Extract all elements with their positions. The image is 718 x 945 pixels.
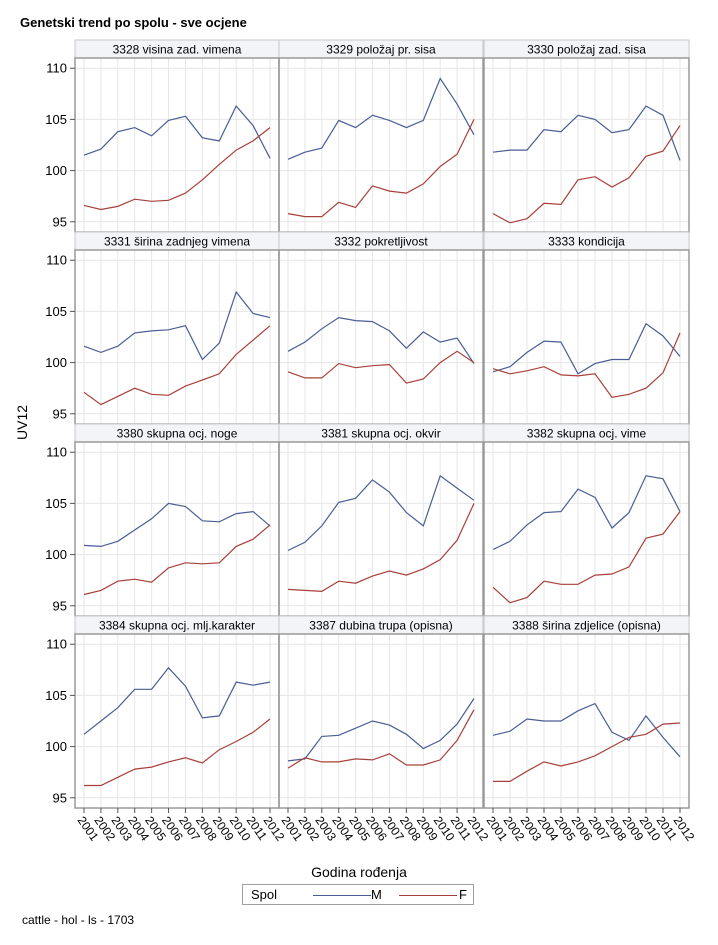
series-line-m bbox=[83, 666, 271, 735]
series-line-f bbox=[492, 511, 681, 604]
panel-frame bbox=[278, 633, 484, 809]
y-tick-label: 95 bbox=[53, 790, 67, 805]
panel-title: 3388 širina zdjelice (opisna) bbox=[512, 619, 661, 633]
series-line-f bbox=[83, 524, 271, 596]
panel-frame bbox=[483, 57, 690, 233]
panel-frame bbox=[74, 441, 280, 617]
y-tick-label: 95 bbox=[53, 214, 67, 229]
panel-title: 3328 visina zad. vimena bbox=[113, 43, 242, 57]
panel-title: 3331 širina zadnjeg vimena bbox=[104, 235, 250, 249]
series-line-f bbox=[492, 125, 681, 224]
panel-frame bbox=[278, 441, 484, 617]
y-tick-label: 105 bbox=[45, 304, 67, 319]
panel-frame bbox=[483, 441, 690, 617]
y-tick-label: 110 bbox=[46, 637, 67, 652]
series-line-f bbox=[492, 332, 681, 399]
panel-title: 3329 položaj pr. sisa bbox=[326, 43, 436, 57]
panel-frame bbox=[483, 633, 690, 809]
panel-title: 3384 skupna ocj. mlj.karakter bbox=[99, 619, 255, 633]
series-line-m bbox=[287, 316, 475, 364]
series-line-f bbox=[493, 722, 681, 783]
panel-frame bbox=[483, 249, 690, 425]
y-tick-label: 95 bbox=[53, 406, 67, 421]
series-line-m bbox=[287, 698, 475, 762]
series-line-m bbox=[83, 105, 271, 159]
legend-line-f bbox=[399, 895, 457, 896]
series-line-f bbox=[83, 325, 271, 406]
series-line-m bbox=[287, 474, 475, 552]
panel-title: 3387 dubina trupa (opisna) bbox=[309, 619, 452, 633]
panel-title: 3382 skupna ocj. vime bbox=[527, 427, 647, 441]
series-line-f bbox=[287, 350, 475, 384]
legend-label-m: M bbox=[371, 887, 382, 902]
panel-frame bbox=[278, 57, 484, 233]
y-tick-label: 105 bbox=[45, 496, 67, 511]
y-tick-label: 105 bbox=[45, 112, 67, 127]
series-line-f bbox=[287, 503, 475, 593]
panel-frame bbox=[74, 633, 280, 809]
series-line-m bbox=[492, 475, 681, 551]
series-line-f bbox=[83, 127, 271, 211]
x-axis-label: Godina rođenja bbox=[311, 864, 407, 880]
legend-title: Spol bbox=[251, 887, 278, 902]
series-line-m bbox=[492, 322, 681, 375]
panel-title: 3380 skupna ocj. noge bbox=[117, 427, 238, 441]
panel-frame bbox=[74, 249, 280, 425]
legend: Spol M F bbox=[242, 884, 474, 905]
y-tick-label: 100 bbox=[45, 739, 67, 754]
panel-title: 3332 pokretljivost bbox=[334, 235, 428, 249]
series-line-m bbox=[492, 105, 681, 161]
series-line-f bbox=[287, 119, 475, 218]
footnote: cattle - hol - ls - 1703 bbox=[22, 913, 135, 927]
series-line-m bbox=[492, 702, 681, 758]
chart-title: Genetski trend po spolu - sve ocjene bbox=[20, 15, 247, 30]
series-line-m bbox=[83, 290, 271, 361]
panel-title: 3333 kondicija bbox=[548, 235, 625, 249]
y-tick-label: 110 bbox=[46, 253, 67, 268]
panel-title: 3330 položaj zad. sisa bbox=[527, 43, 646, 57]
y-tick-label: 110 bbox=[46, 445, 67, 460]
panel-title: 3381 skupna ocj. okvir bbox=[321, 427, 440, 441]
series-line-m bbox=[287, 77, 475, 160]
y-tick-label: 100 bbox=[45, 163, 67, 178]
y-tick-label: 110 bbox=[46, 61, 67, 76]
legend-line-m bbox=[313, 895, 371, 896]
y-tick-label: 95 bbox=[53, 598, 67, 613]
y-tick-label: 100 bbox=[45, 355, 67, 370]
panel-frame bbox=[278, 249, 484, 425]
series-line-f bbox=[287, 709, 475, 769]
series-line-f bbox=[84, 718, 271, 787]
legend-label-f: F bbox=[459, 887, 467, 902]
y-tick-label: 100 bbox=[45, 547, 67, 562]
y-tick-label: 105 bbox=[45, 688, 67, 703]
series-line-m bbox=[83, 502, 271, 548]
